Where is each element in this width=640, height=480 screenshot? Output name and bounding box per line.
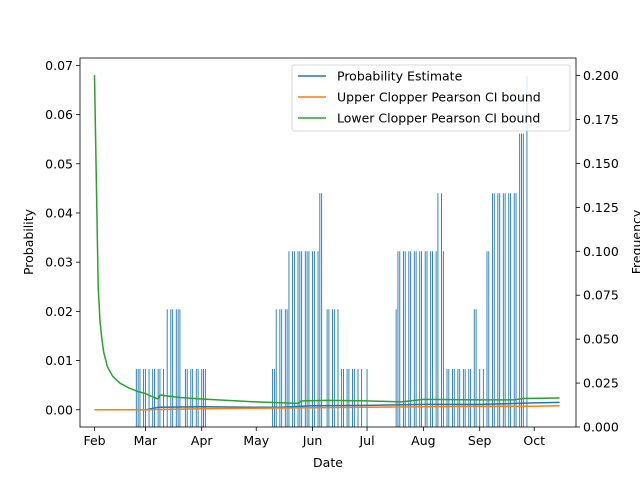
legend-label: Lower Clopper Pearson CI bound (337, 111, 540, 126)
y-tick-label-right: 0.000 (583, 420, 619, 435)
y-tick-label-left: 0.00 (45, 402, 73, 417)
y-tick-label-right: 0.075 (583, 288, 619, 303)
legend-box (291, 64, 571, 132)
x-axis: Feb Mar Apr May Jun Jul Aug Sep Oct (83, 427, 545, 448)
y-tick-label-right: 0.200 (583, 68, 619, 83)
y-tick-label-left: 0.04 (45, 205, 73, 220)
x-tick-label: Sep (468, 433, 492, 448)
y-tick-label-right: 0.175 (583, 112, 619, 127)
y-tick-label-left: 0.02 (45, 304, 73, 319)
y-tick-label-left: 0.03 (45, 255, 73, 270)
y-tick-label-right: 0.125 (583, 200, 619, 215)
x-tick-label: Feb (83, 433, 105, 448)
x-tick-label: Aug (411, 433, 435, 448)
series-lines (93, 75, 560, 411)
x-tick-label: May (243, 433, 269, 448)
y-tick-label-right: 0.050 (583, 332, 619, 347)
y-tick-label-left: 0.07 (45, 58, 73, 73)
legend: Probability Estimate Upper Clopper Pearso… (291, 64, 571, 132)
y-tick-label-left: 0.06 (45, 107, 73, 122)
y-tick-label-right: 0.025 (583, 376, 619, 391)
series-line-2 (94, 405, 560, 411)
y-tick-label-left: 0.05 (45, 156, 73, 171)
y-axis-right-title: Frequency (629, 209, 640, 274)
y-tick-label-right: 0.150 (583, 156, 619, 171)
x-axis-title: Date (313, 455, 343, 470)
x-tick-label: Apr (191, 433, 213, 448)
x-tick-label: Mar (134, 433, 158, 448)
x-tick-label: Oct (523, 433, 545, 448)
y-axis-left: 0.00 0.01 0.02 0.03 0.04 0.05 0.06 0.07 (45, 58, 80, 417)
legend-label: Probability Estimate (337, 69, 463, 84)
y-tick-label-right: 0.100 (583, 244, 619, 259)
y-axis-left-title: Probability (21, 208, 36, 275)
series-line-1 (94, 401, 560, 411)
plot-frame (79, 57, 577, 428)
y-axis-right: 0.000 0.025 0.050 0.075 0.100 0.125 0.150 0.175… (576, 68, 619, 435)
x-tick-label: Jun (302, 433, 323, 448)
frequency-spikes (135, 75, 528, 427)
legend-label: Upper Clopper Pearson CI bound (337, 90, 541, 105)
x-tick-label: Jul (359, 433, 375, 448)
y-tick-label-left: 0.01 (45, 353, 73, 368)
series-line-3 (93, 75, 560, 405)
